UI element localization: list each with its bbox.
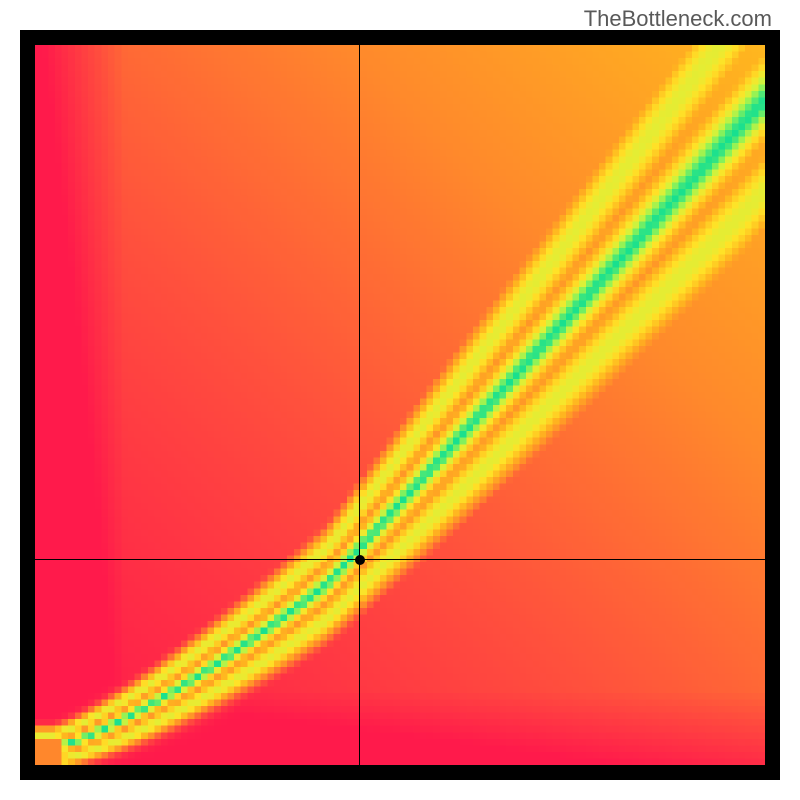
crosshair-vertical [359, 45, 360, 765]
plot-frame [20, 30, 780, 780]
watermark-text: TheBottleneck.com [584, 6, 772, 32]
heatmap-canvas [35, 45, 765, 765]
data-point-marker [355, 555, 365, 565]
crosshair-horizontal [35, 559, 765, 560]
plot-area [35, 45, 765, 765]
figure-container: TheBottleneck.com [0, 0, 800, 800]
